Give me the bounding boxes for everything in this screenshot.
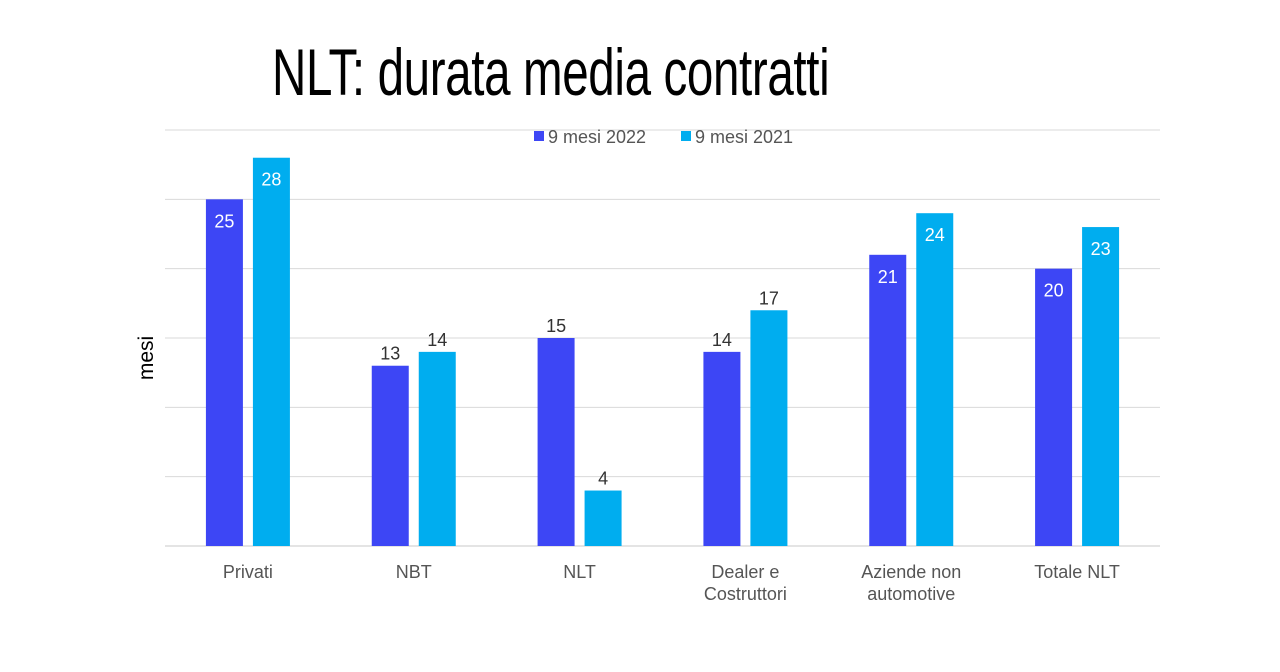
bar-2021 bbox=[252, 157, 290, 546]
data-label: 14 bbox=[427, 330, 447, 350]
bar-2021 bbox=[1082, 227, 1120, 547]
bars bbox=[205, 157, 1120, 547]
data-label: 25 bbox=[214, 211, 234, 231]
legend-swatch bbox=[534, 131, 544, 141]
data-label: 24 bbox=[925, 225, 945, 245]
bar-2022 bbox=[1035, 268, 1073, 546]
x-tick-label: NBT bbox=[396, 562, 432, 582]
data-label: 21 bbox=[878, 267, 898, 287]
data-label: 20 bbox=[1044, 281, 1064, 301]
bar-2021 bbox=[584, 490, 622, 546]
x-tick-label: Dealer e Costruttori bbox=[704, 562, 787, 604]
bar-2022 bbox=[371, 365, 409, 546]
bar-2021 bbox=[750, 310, 788, 546]
data-label: 23 bbox=[1091, 239, 1111, 259]
data-label: 15 bbox=[546, 316, 566, 336]
bar-2022 bbox=[537, 338, 575, 546]
data-label: 4 bbox=[598, 469, 608, 489]
bar-2021 bbox=[916, 213, 954, 546]
data-label: 28 bbox=[261, 170, 281, 190]
chart-title: NLT: durata media contratti bbox=[272, 35, 830, 109]
x-tick-label: Aziende non automotive bbox=[861, 562, 961, 604]
y-axis-label: mesi bbox=[135, 336, 158, 380]
bar-2022 bbox=[703, 351, 741, 546]
bar-2022 bbox=[869, 254, 907, 547]
legend-swatch bbox=[681, 131, 691, 141]
bar-2021 bbox=[418, 351, 456, 546]
data-label: 14 bbox=[712, 330, 732, 350]
data-label: 13 bbox=[380, 344, 400, 364]
legend: 9 mesi 2022 9 mesi 2021 bbox=[534, 127, 793, 147]
bar-2022 bbox=[205, 199, 243, 547]
x-tick-label: NLT bbox=[563, 562, 596, 582]
x-tick-label: Privati bbox=[223, 562, 273, 582]
x-tick-label: Totale NLT bbox=[1034, 562, 1120, 582]
x-tick-labels: Privati NBT NLT Dealer e Costruttori Aziende … bbox=[223, 562, 1120, 604]
legend-label: 9 mesi 2022 bbox=[548, 127, 646, 147]
data-labels: 25 28 13 14 15 4 14 17 21 24 20 23 bbox=[214, 170, 1110, 489]
legend-label: 9 mesi 2021 bbox=[695, 127, 793, 147]
data-label: 17 bbox=[759, 288, 779, 308]
gridlines bbox=[165, 129, 1160, 547]
